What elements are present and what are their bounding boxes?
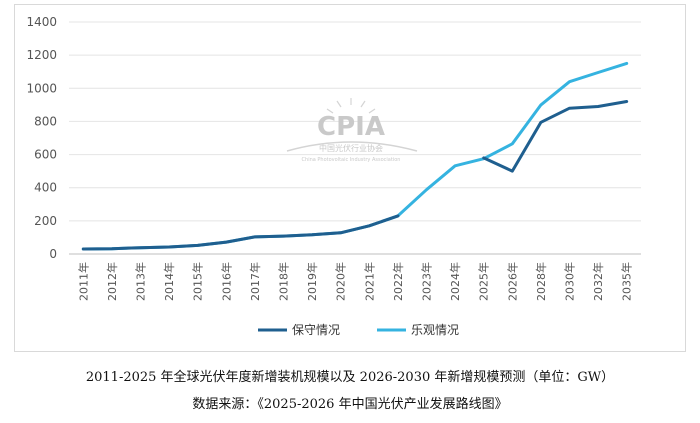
x-tick-label: 2013年 — [134, 262, 148, 301]
x-tick-label: 2026年 — [505, 262, 519, 301]
data-point-conservative — [482, 157, 485, 159]
legend-item-conservative[interactable]: 保守情况 — [258, 323, 340, 337]
x-tick-label: 2020年 — [334, 262, 348, 301]
legend-label-conservative: 保守情况 — [292, 323, 340, 337]
data-point-conservative — [625, 100, 628, 103]
data-point-optimistic — [597, 71, 599, 74]
sun-rays-icon — [326, 98, 376, 114]
y-axis-ticks: 0 200 400 600 800 1000 1200 1400 — [26, 15, 57, 261]
data-point-conservative — [225, 241, 228, 243]
x-tick-label: 2030年 — [563, 262, 577, 301]
data-point-optimistic — [425, 188, 428, 191]
data-point-conservative — [568, 107, 571, 109]
legend-item-optimistic[interactable]: 乐观情况 — [377, 323, 459, 337]
data-point-conservative — [368, 225, 371, 227]
x-tick-label: 2023年 — [420, 262, 434, 301]
data-point-conservative — [511, 170, 514, 172]
cpia-watermark: CPIA 中国光伏行业协会 China Photovoltaic Industr… — [286, 98, 418, 163]
x-tick-label: 2024年 — [448, 262, 462, 301]
y-tick-label: 0 — [49, 247, 57, 261]
y-tick-label: 1000 — [26, 81, 57, 95]
x-tick-label: 2022年 — [391, 262, 405, 301]
line-chart: 0 200 400 600 800 1000 1200 1400 CPIA 中国光伏行业协会 … — [26, 15, 641, 337]
series-line-conservative — [81, 100, 629, 251]
x-tick-label: 2035年 — [620, 262, 634, 301]
x-tick-label: 2015年 — [191, 262, 205, 301]
x-tick-label: 2017年 — [248, 262, 262, 301]
x-tick-label: 2021年 — [362, 262, 376, 301]
y-tick-label: 1200 — [26, 48, 57, 62]
legend-label-optimistic: 乐观情况 — [411, 323, 459, 337]
data-point-conservative — [254, 236, 256, 238]
y-tick-label: 600 — [34, 148, 57, 162]
x-tick-label: 2012年 — [105, 262, 119, 301]
grid-lines — [69, 21, 641, 222]
watermark-org-name-en: China Photovoltaic Industry Association — [302, 157, 401, 163]
x-tick-label: 2019年 — [305, 262, 319, 301]
figure-source: 数据来源：《2025-2026 年中国光伏产业发展路线图》 — [192, 397, 508, 412]
data-point-conservative — [282, 235, 285, 237]
watermark-logo-text: CPIA — [317, 112, 385, 142]
data-point-conservative — [168, 246, 170, 248]
data-point-optimistic — [511, 143, 514, 145]
x-tick-label: 2016年 — [219, 262, 233, 301]
x-axis-ticks: 2011年 2012年 2013年 2014年 2015年 2016年 2017年 2018年… — [76, 262, 633, 301]
chart-frame: 0 200 400 600 800 1000 1200 1400 CPIA 中国光伏行业协会 … — [14, 4, 686, 352]
watermark-org-name: 中国光伏行业协会 — [319, 143, 383, 153]
x-tick-label: 2028年 — [534, 262, 548, 301]
data-point-optimistic — [454, 165, 456, 167]
data-point-conservative — [339, 231, 342, 234]
data-point-conservative — [597, 105, 599, 108]
watermark-swoosh — [286, 141, 418, 152]
data-point-conservative — [82, 248, 85, 250]
x-tick-label: 2011年 — [76, 262, 90, 301]
y-tick-label: 400 — [34, 181, 57, 195]
data-point-optimistic — [625, 62, 628, 65]
data-point-conservative — [196, 244, 199, 247]
y-tick-label: 1400 — [26, 15, 57, 29]
legend: 保守情况 乐观情况 — [258, 323, 459, 337]
y-tick-label: 800 — [34, 114, 57, 128]
data-point-conservative — [540, 121, 542, 124]
data-point-conservative — [139, 246, 142, 249]
data-point-conservative — [397, 215, 399, 217]
data-point-optimistic — [540, 104, 542, 106]
data-point-conservative — [111, 247, 113, 250]
series-lines — [81, 61, 629, 251]
data-point-optimistic — [568, 80, 571, 83]
figure-caption: 2011-2025 年全球光伏年度新增装机规模以及 2026-2030 年新增规… — [85, 370, 615, 385]
x-tick-label: 2032年 — [591, 262, 605, 301]
x-tick-label: 2014年 — [162, 262, 176, 301]
x-tick-label: 2025年 — [477, 262, 491, 301]
data-point-conservative — [311, 233, 313, 236]
y-tick-label: 200 — [34, 214, 57, 228]
x-tick-label: 2018年 — [277, 262, 291, 301]
